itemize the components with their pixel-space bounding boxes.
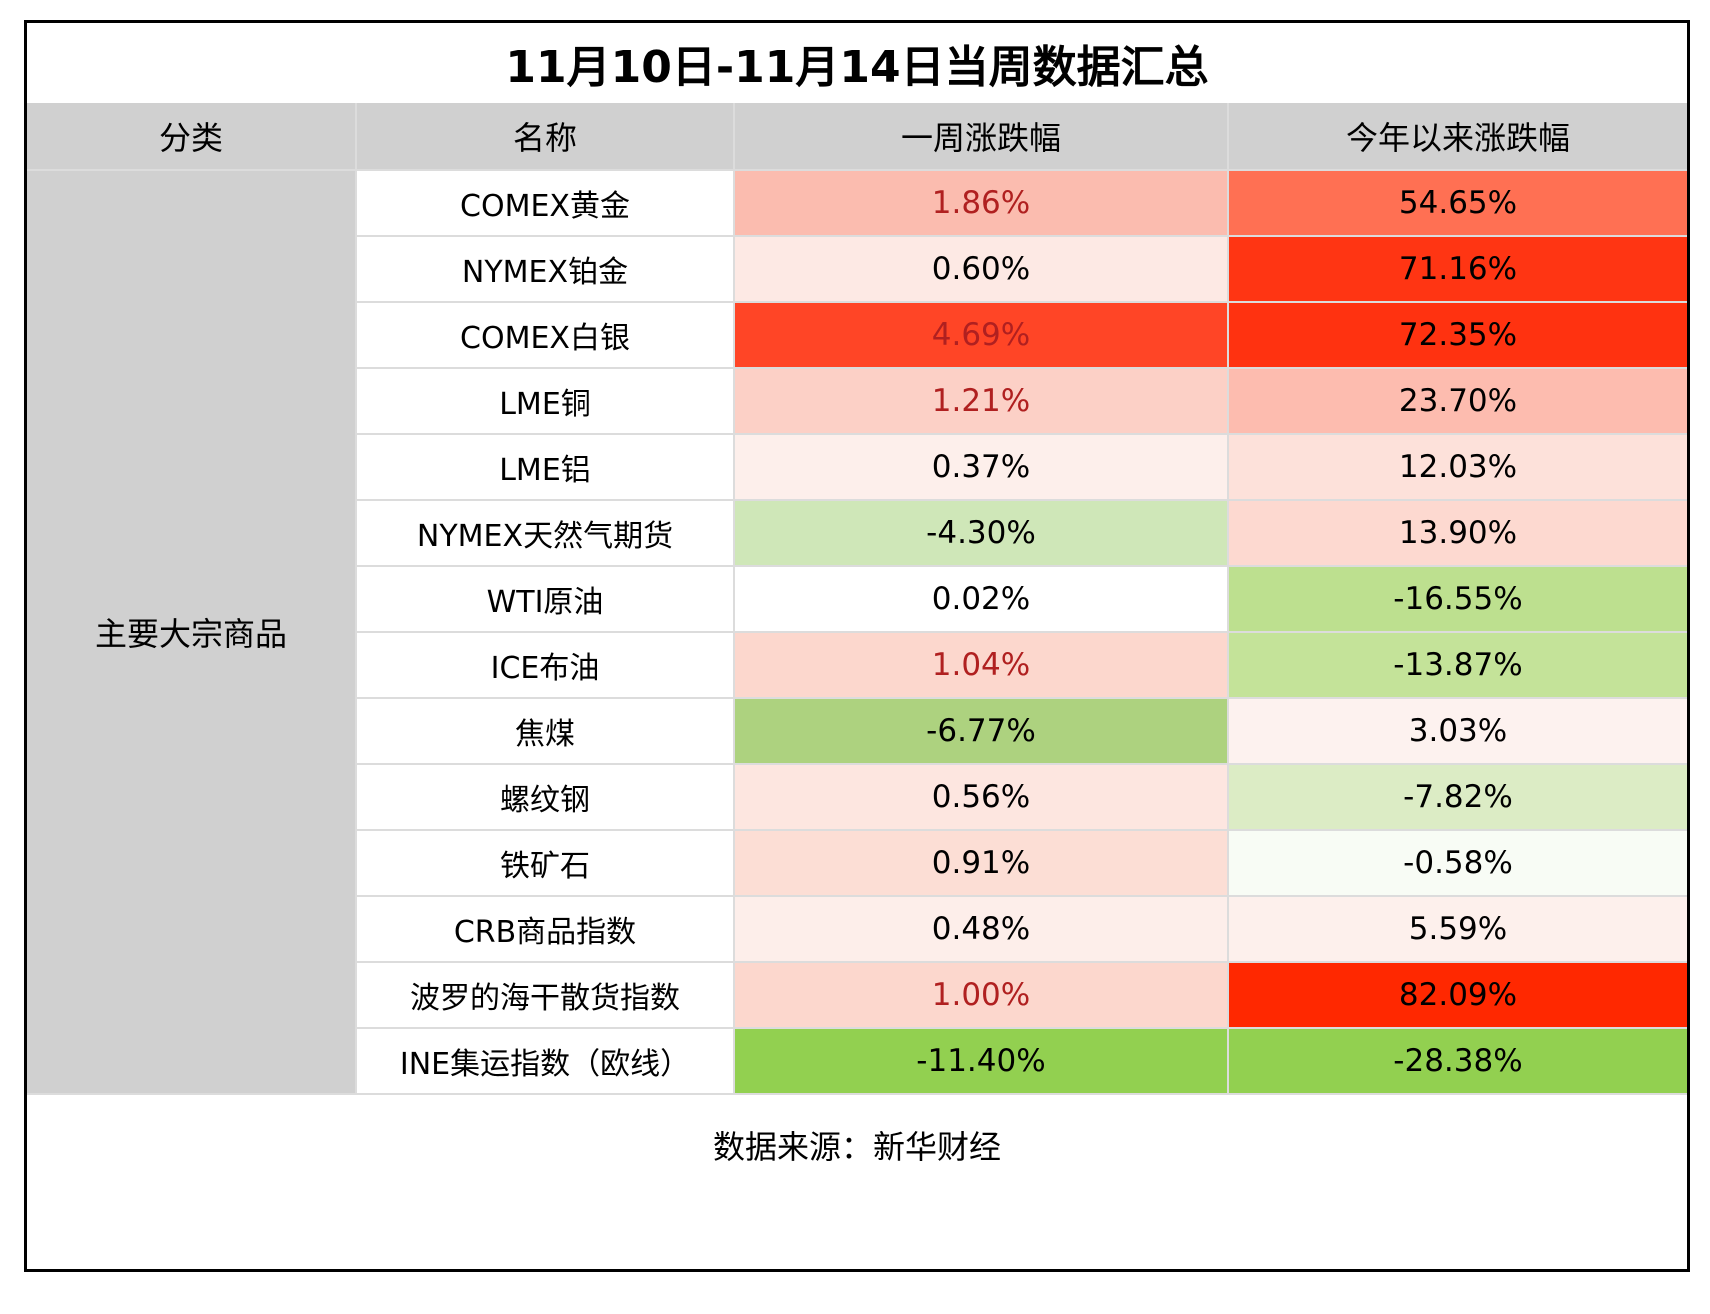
week-change-cell: -6.77% bbox=[735, 699, 1229, 765]
table-row: 焦煤 -6.77% 3.03% bbox=[27, 699, 1687, 765]
table-row: CRB商品指数 0.48% 5.59% bbox=[27, 897, 1687, 963]
table-row: NYMEX铂金 0.60% 71.16% bbox=[27, 237, 1687, 303]
instrument-name-cell: 螺纹钢 bbox=[357, 765, 735, 831]
instrument-name-cell: NYMEX天然气期货 bbox=[357, 501, 735, 567]
table-row: LME铝 0.37% 12.03% bbox=[27, 435, 1687, 501]
ytd-change-cell: 12.03% bbox=[1229, 435, 1687, 501]
table-frame: 11月10日-11月14日当周数据汇总 分类 名称 一周涨跌幅 今年以来涨跌幅 … bbox=[24, 20, 1690, 1272]
table-row: 波罗的海干散货指数 1.00% 82.09% bbox=[27, 963, 1687, 1029]
table-row: INE集运指数（欧线） -11.40% -28.38% bbox=[27, 1029, 1687, 1095]
instrument-name-cell: WTI原油 bbox=[357, 567, 735, 633]
ytd-change-cell: -16.55% bbox=[1229, 567, 1687, 633]
ytd-change-cell: 5.59% bbox=[1229, 897, 1687, 963]
week-change-cell: 0.60% bbox=[735, 237, 1229, 303]
ytd-change-cell: 71.16% bbox=[1229, 237, 1687, 303]
column-header-category: 分类 bbox=[27, 103, 357, 171]
column-header-name: 名称 bbox=[357, 103, 735, 171]
table-row: 铁矿石 0.91% -0.58% bbox=[27, 831, 1687, 897]
ytd-change-cell: -13.87% bbox=[1229, 633, 1687, 699]
table-row: ICE布油 1.04% -13.87% bbox=[27, 633, 1687, 699]
instrument-name-cell: INE集运指数（欧线） bbox=[357, 1029, 735, 1095]
table-row: NYMEX天然气期货 -4.30% 13.90% bbox=[27, 501, 1687, 567]
week-change-cell: -11.40% bbox=[735, 1029, 1229, 1095]
table-body: 主要大宗商品 COMEX黄金 1.86% 54.65% NYMEX铂金 0.60% 71.1… bbox=[27, 171, 1687, 1095]
instrument-name-cell: COMEX白银 bbox=[357, 303, 735, 369]
instrument-name-cell: LME铜 bbox=[357, 369, 735, 435]
instrument-name-cell: 焦煤 bbox=[357, 699, 735, 765]
category-cell: 主要大宗商品 bbox=[27, 171, 357, 1095]
ytd-change-cell: 72.35% bbox=[1229, 303, 1687, 369]
week-change-cell: 0.91% bbox=[735, 831, 1229, 897]
ytd-change-cell: 23.70% bbox=[1229, 369, 1687, 435]
ytd-change-cell: -28.38% bbox=[1229, 1029, 1687, 1095]
week-change-cell: 0.02% bbox=[735, 567, 1229, 633]
ytd-change-cell: 54.65% bbox=[1229, 171, 1687, 237]
instrument-name-cell: 铁矿石 bbox=[357, 831, 735, 897]
week-change-cell: 1.04% bbox=[735, 633, 1229, 699]
week-change-cell: -4.30% bbox=[735, 501, 1229, 567]
instrument-name-cell: COMEX黄金 bbox=[357, 171, 735, 237]
week-change-cell: 0.37% bbox=[735, 435, 1229, 501]
ytd-change-cell: -7.82% bbox=[1229, 765, 1687, 831]
table-title-row: 11月10日-11月14日当周数据汇总 bbox=[27, 23, 1687, 103]
column-header-week-change: 一周涨跌幅 bbox=[735, 103, 1229, 171]
table-row: LME铜 1.21% 23.70% bbox=[27, 369, 1687, 435]
data-table: 分类 名称 一周涨跌幅 今年以来涨跌幅 主要大宗商品 COMEX黄金 1.86% 54… bbox=[27, 103, 1687, 1095]
instrument-name-cell: NYMEX铂金 bbox=[357, 237, 735, 303]
table-footer-row: 数据来源：新华财经 bbox=[27, 1095, 1687, 1195]
week-change-cell: 0.48% bbox=[735, 897, 1229, 963]
week-change-cell: 1.21% bbox=[735, 369, 1229, 435]
week-change-cell: 0.56% bbox=[735, 765, 1229, 831]
table-row: 螺纹钢 0.56% -7.82% bbox=[27, 765, 1687, 831]
table-row: COMEX白银 4.69% 72.35% bbox=[27, 303, 1687, 369]
instrument-name-cell: 波罗的海干散货指数 bbox=[357, 963, 735, 1029]
week-change-cell: 4.69% bbox=[735, 303, 1229, 369]
page-title: 11月10日-11月14日当周数据汇总 bbox=[505, 42, 1209, 93]
week-change-cell: 1.86% bbox=[735, 171, 1229, 237]
instrument-name-cell: CRB商品指数 bbox=[357, 897, 735, 963]
ytd-change-cell: 3.03% bbox=[1229, 699, 1687, 765]
ytd-change-cell: 13.90% bbox=[1229, 501, 1687, 567]
ytd-change-cell: 82.09% bbox=[1229, 963, 1687, 1029]
column-header-ytd-change: 今年以来涨跌幅 bbox=[1229, 103, 1687, 171]
table-header-row: 分类 名称 一周涨跌幅 今年以来涨跌幅 bbox=[27, 103, 1687, 171]
table-row: 主要大宗商品 COMEX黄金 1.86% 54.65% bbox=[27, 171, 1687, 1095]
ytd-change-cell: -0.58% bbox=[1229, 831, 1687, 897]
instrument-name-cell: LME铝 bbox=[357, 435, 735, 501]
data-source-note: 数据来源：新华财经 bbox=[712, 1128, 1001, 1166]
table-row: WTI原油 0.02% -16.55% bbox=[27, 567, 1687, 633]
week-change-cell: 1.00% bbox=[735, 963, 1229, 1029]
instrument-name-cell: ICE布油 bbox=[357, 633, 735, 699]
